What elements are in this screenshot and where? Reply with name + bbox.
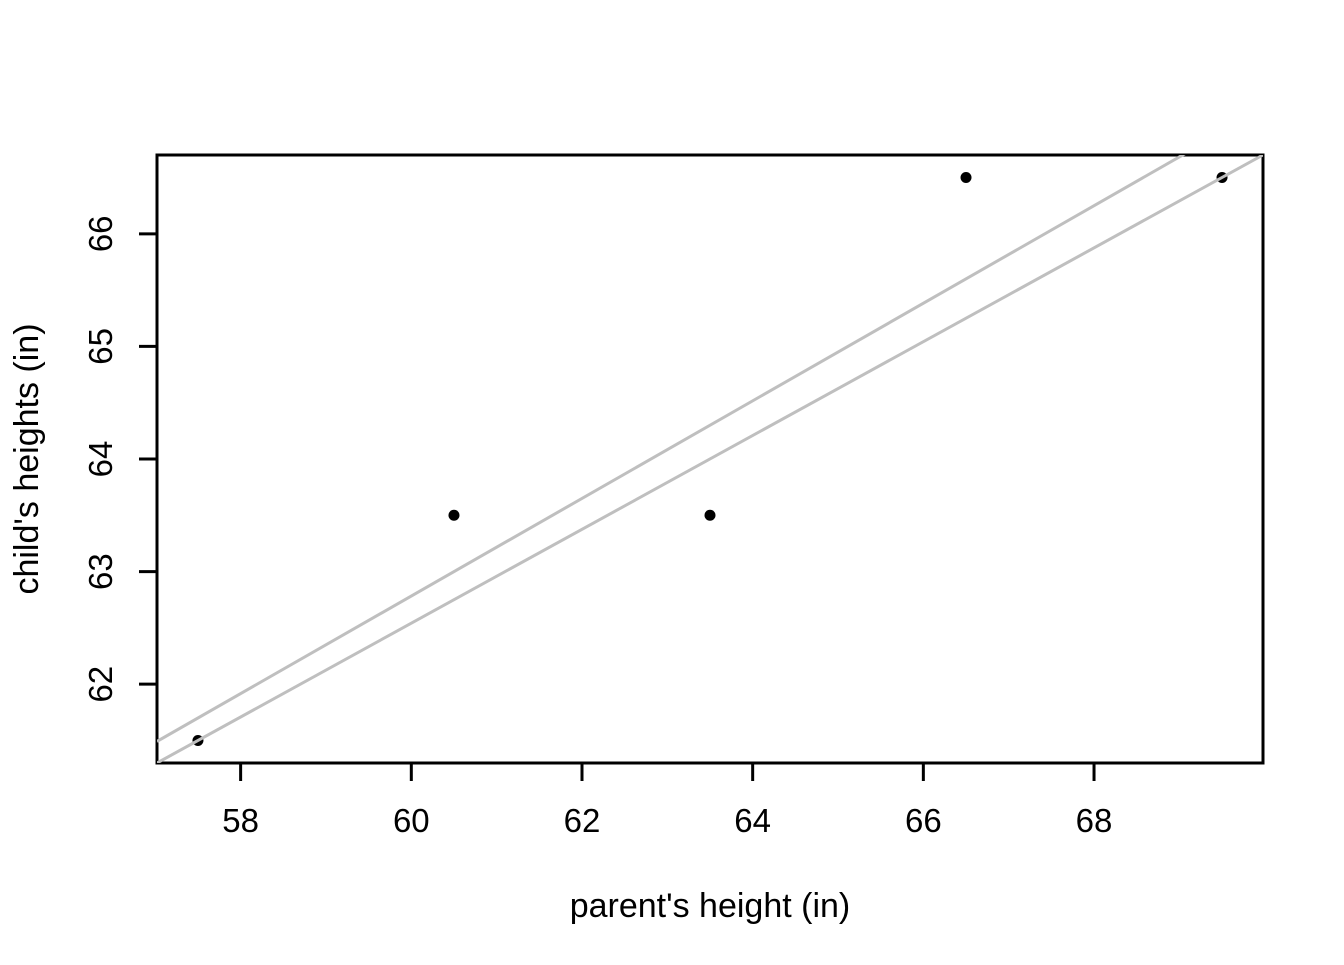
data-point	[960, 172, 972, 184]
y-tick-label: 64	[82, 441, 119, 478]
x-tick-label: 68	[1076, 802, 1113, 839]
fit-lines	[157, 155, 1263, 763]
x-tick-label: 60	[393, 802, 430, 839]
y-axis-ticks: 62 63 64 65 66	[82, 215, 157, 703]
extreme-points-line	[157, 155, 1263, 763]
x-axis-label: parent's height (in)	[570, 887, 851, 925]
x-axis-ticks: 58 60 62 64 66 68	[222, 763, 1112, 839]
x-tick-label: 62	[564, 802, 601, 839]
data-point	[448, 509, 460, 521]
x-tick-label: 58	[222, 802, 259, 839]
x-tick-label: 64	[734, 802, 771, 839]
x-tick-label: 66	[905, 802, 942, 839]
y-tick-label: 65	[82, 328, 119, 365]
regression-line	[157, 155, 1186, 743]
y-tick-label: 62	[82, 666, 119, 703]
y-tick-label: 63	[82, 553, 119, 590]
data-point	[704, 509, 716, 521]
y-axis-label: child's heights (in)	[8, 323, 46, 594]
y-tick-label: 66	[82, 215, 119, 252]
